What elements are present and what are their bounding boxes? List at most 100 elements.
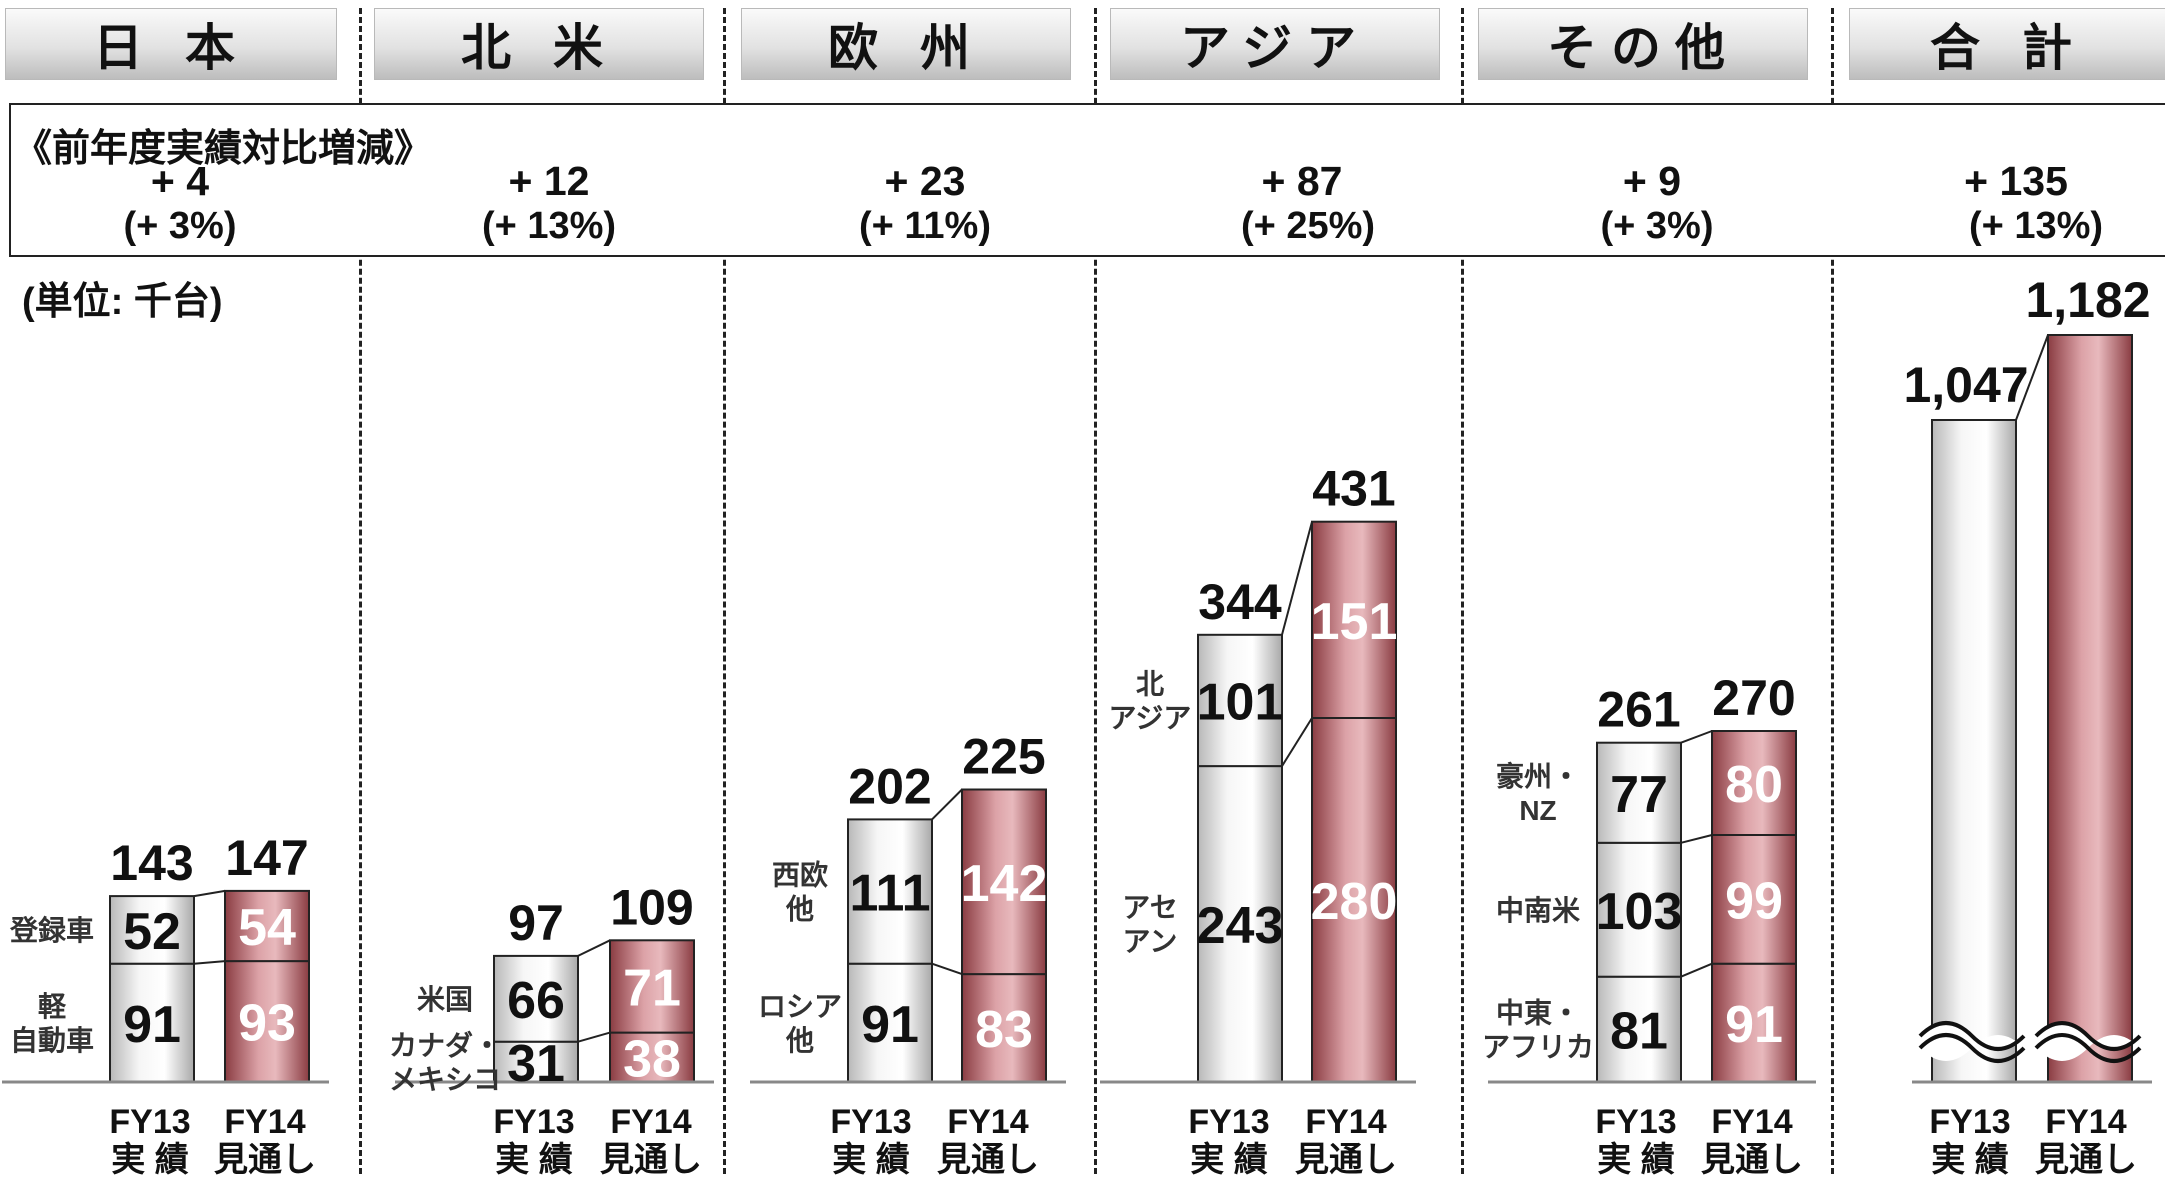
connector-line xyxy=(1281,717,1313,767)
connector-line xyxy=(2015,334,2049,421)
segment-label: ロシア xyxy=(758,991,842,1022)
fy14-bar-segment xyxy=(224,960,310,1083)
segment-label: 自動車 xyxy=(10,1025,94,1056)
segment-label: 中南米 xyxy=(1496,895,1580,926)
fy14-bar-value-label: 91 xyxy=(1725,996,1783,1054)
summary-diff: + 9 xyxy=(1622,158,1682,204)
fy13-bar-segment xyxy=(109,895,195,965)
fy14-bar-segment xyxy=(224,889,310,963)
axis-break-line xyxy=(2034,1021,2142,1051)
segment-label: NZ xyxy=(1519,795,1556,826)
axis-break-line xyxy=(1918,1021,2026,1051)
summary-diff: + 4 xyxy=(150,158,210,204)
fy14-bar-value-label: 83 xyxy=(975,1001,1033,1059)
fy14-bar-value-label: 280 xyxy=(1311,873,1398,931)
fy13-bar-value-label: 31 xyxy=(507,1035,565,1093)
summary-title: 《前年度実績対比増減》 xyxy=(14,128,433,170)
region-header-total: 合 計 xyxy=(1849,8,2165,80)
summary-diff: + 12 xyxy=(508,158,590,204)
segment-label: 中東・ xyxy=(1496,997,1580,1028)
fy13-bar-segment xyxy=(847,962,933,1084)
fy14-total-label: 225 xyxy=(962,729,1045,785)
axis-break-line xyxy=(2034,1033,2142,1063)
x-tick-label: FY14 見通し xyxy=(937,1103,1039,1179)
fy14-bar-value-label: 71 xyxy=(623,959,681,1017)
region-header-north-america: 北 米 xyxy=(374,8,704,80)
connector-line xyxy=(577,939,611,957)
segment-label: アフリカ xyxy=(1482,1031,1594,1062)
x-tick-label: FY13 実 績 xyxy=(109,1103,191,1179)
x-tick-label: FY13 実 績 xyxy=(830,1103,912,1179)
fy13-bar-value-label: 66 xyxy=(507,972,565,1030)
segment-label: アセ xyxy=(1122,892,1177,923)
segment-label: 他 xyxy=(785,894,814,925)
fy13-total-label: 143 xyxy=(110,835,193,891)
fy14-bar-segment xyxy=(1311,520,1397,720)
summary-box xyxy=(9,103,2165,257)
column-separator xyxy=(723,8,726,1174)
summary-pct: (+ 13%) xyxy=(1968,205,2104,247)
segment-label: 軽 xyxy=(38,991,67,1022)
column-separator xyxy=(1094,8,1097,1174)
region-header-asia: アジア xyxy=(1110,8,1440,80)
connector-line xyxy=(931,788,963,821)
fy13-total-label: 1,047 xyxy=(1903,357,2028,413)
fy13-bar-segment xyxy=(1596,741,1682,844)
fy13-bar-value-label: 91 xyxy=(123,996,181,1054)
fy13-bar-segment xyxy=(1197,765,1283,1083)
fy13-bar-value-label: 103 xyxy=(1596,883,1683,941)
fy14-total-bar xyxy=(2047,334,2133,1083)
summary-pct: (+ 25%) xyxy=(1240,205,1376,247)
fy14-bar-segment xyxy=(609,939,695,1034)
connector-line xyxy=(1680,962,1713,978)
fy14-total-label: 1,182 xyxy=(2025,272,2150,328)
summary-pct: (+ 3%) xyxy=(123,205,237,247)
summary-diff: + 87 xyxy=(1261,158,1343,204)
segment-label: 西欧 xyxy=(772,860,828,891)
fy13-bar-segment xyxy=(1596,841,1682,978)
connector-line xyxy=(931,962,963,976)
connector-line xyxy=(193,960,226,965)
fy13-bar-segment xyxy=(847,818,933,965)
fy14-bar-value-label: 54 xyxy=(238,899,296,957)
fy14-bar-value-label: 151 xyxy=(1311,593,1398,651)
fy13-bar-segment xyxy=(1197,633,1283,768)
fy13-bar-segment xyxy=(493,954,579,1043)
fy14-bar-segment xyxy=(609,1031,695,1083)
connector-line xyxy=(193,889,226,898)
fy13-total-label: 97 xyxy=(508,895,564,951)
segment-label: 他 xyxy=(785,1025,814,1056)
x-tick-label: FY14 見通し xyxy=(600,1103,702,1179)
fy13-bar-value-label: 111 xyxy=(849,865,930,923)
fy14-bar-value-label: 80 xyxy=(1725,756,1783,814)
x-tick-label: FY14 見通し xyxy=(1295,1103,1397,1179)
fy14-bar-segment xyxy=(1711,730,1797,836)
column-separator xyxy=(1461,8,1464,1174)
column-separator xyxy=(359,8,362,1174)
x-tick-label: FY13 実 績 xyxy=(1929,1103,2011,1179)
summary-diff: + 23 xyxy=(884,158,966,204)
x-tick-label: FY14 見通し xyxy=(2035,1103,2137,1179)
fy13-bar-value-label: 77 xyxy=(1610,766,1668,824)
axis-break-mark xyxy=(2036,1023,2140,1061)
fy13-total-label: 261 xyxy=(1597,682,1680,738)
axis-break-mark xyxy=(1920,1023,2024,1061)
fy14-bar-value-label: 142 xyxy=(961,855,1048,913)
segment-label: 米国 xyxy=(417,984,473,1015)
fy14-bar-segment xyxy=(961,788,1047,976)
fy14-total-label: 431 xyxy=(1312,461,1395,517)
connector-line xyxy=(1281,521,1313,636)
fy13-bar-segment xyxy=(109,962,195,1084)
region-header-japan: 日 本 xyxy=(5,8,337,80)
fy14-total-label: 109 xyxy=(610,879,693,935)
segment-label: カナダ・ xyxy=(389,1029,501,1061)
segment-label: 登録車 xyxy=(9,914,94,946)
fy14-bar-value-label: 99 xyxy=(1725,872,1783,930)
fy14-total-label: 270 xyxy=(1712,670,1795,726)
axis-break-line xyxy=(1918,1033,2026,1063)
x-tick-label: FY14 見通し xyxy=(214,1103,316,1179)
connector-line xyxy=(1680,730,1713,744)
x-tick-label: FY14 見通し xyxy=(1701,1103,1803,1179)
segment-label: アン xyxy=(1123,926,1178,957)
